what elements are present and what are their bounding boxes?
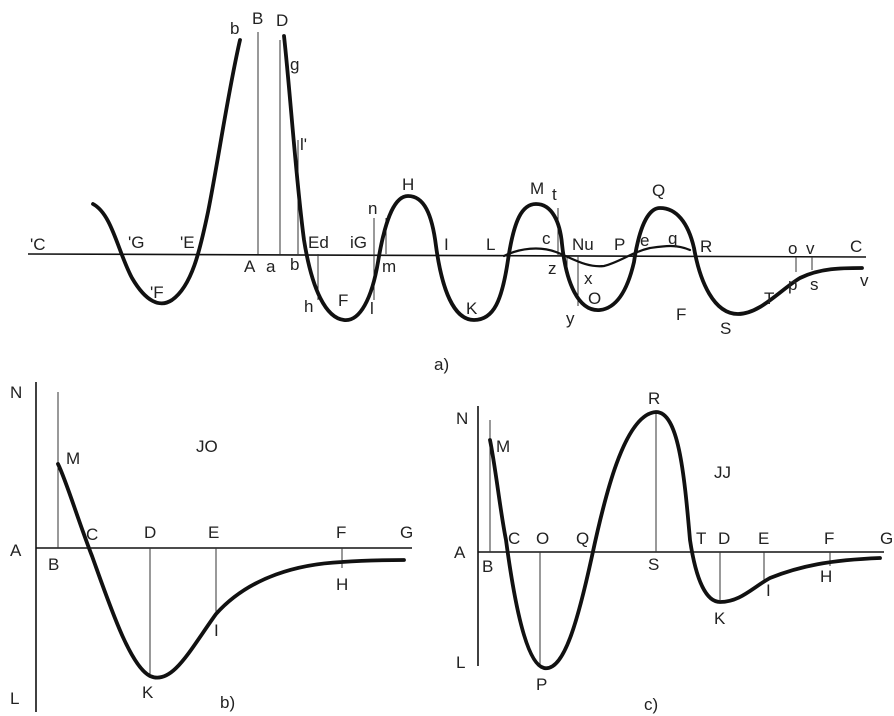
panel-c: [477, 406, 884, 670]
panel-a-label-G-left: 'G: [128, 233, 144, 252]
panel-b-curve: [56, 462, 406, 680]
panel-b-label-H: H: [336, 575, 348, 594]
panel-a-label-l: l: [370, 299, 374, 318]
panel-c-label-D: D: [718, 529, 730, 548]
panel-c-label-C: C: [508, 529, 520, 548]
panel-a-label-b-top: b: [230, 19, 239, 38]
panel-a-label-I: I: [444, 235, 449, 254]
panel-a-label-g: g: [290, 55, 299, 74]
panel-b-label-M: M: [66, 449, 80, 468]
panel-a-label-h: h: [304, 297, 313, 316]
panel-a-label-q: q: [668, 229, 677, 248]
panel-a-label-a: a: [266, 257, 276, 276]
panel-a-label-y: y: [566, 309, 575, 328]
panel-c-label-G: G: [880, 529, 893, 548]
panel-a-label-T: T: [764, 289, 774, 308]
panel-c-label-E: E: [758, 529, 769, 548]
panel-a-label-D: D: [276, 11, 288, 30]
panel-a-caption: a): [434, 355, 449, 374]
panel-a-label-x: x: [584, 269, 593, 288]
panel-b-label-L: L: [10, 689, 19, 708]
panel-b: [35, 382, 412, 712]
panel-a-label-S: S: [720, 319, 731, 338]
panel-a-label-E-left: 'E: [180, 233, 195, 252]
panel-c-label-I: I: [766, 581, 771, 600]
panel-a-axis: [27, 253, 867, 258]
panel-a-label-B: B: [252, 9, 263, 28]
panel-a-label-Q: Q: [652, 181, 665, 200]
panel-a-label-o: o: [788, 239, 797, 258]
panel-b-label-I: I: [214, 621, 219, 640]
panel-b-caption: b): [220, 693, 235, 712]
panel-a-label-C-right: C: [850, 237, 862, 256]
panel-a-label-K: K: [466, 299, 478, 318]
panel-a-label-iG: iG: [350, 233, 367, 252]
panel-c-label-S: S: [648, 555, 659, 574]
panel-a-label-p: p: [788, 275, 797, 294]
panel-a-label-l-prime: l': [300, 135, 307, 154]
panel-a-label-b-low: b: [290, 255, 299, 274]
panel-a-label-s: s: [810, 275, 819, 294]
panel-b-label-K: K: [142, 683, 154, 702]
panel-a-label-A: A: [244, 257, 256, 276]
panel-a-label-z: z: [548, 259, 557, 278]
panel-b-label-A: A: [10, 541, 22, 560]
panel-b-label-D: D: [144, 523, 156, 542]
panel-a-label-C-left: 'C: [30, 235, 46, 254]
panel-a-label-c: c: [542, 229, 551, 248]
panel-b-label-N: N: [10, 383, 22, 402]
panel-b-label-C: C: [86, 525, 98, 544]
panel-a-label-O: O: [588, 289, 601, 308]
panel-a-curve-secondary: [502, 244, 692, 268]
panel-c-label-R: R: [648, 389, 660, 408]
panel-a-label-v-right: v: [860, 271, 869, 290]
panel-a-label-F-left: 'F: [150, 283, 164, 302]
panel-b-label-B: B: [48, 555, 59, 574]
panel-a-label-H: H: [402, 175, 414, 194]
panel-a-label-Ed: Ed: [308, 233, 329, 252]
panel-c-label-T: T: [696, 529, 706, 548]
panel-a-label-Nu: Nu: [572, 235, 594, 254]
panel-a-label-t: t: [552, 185, 557, 204]
panel-a-label-m: m: [382, 257, 396, 276]
panel-a-label-F1: F: [338, 291, 348, 310]
panel-c-label-L: L: [456, 653, 465, 672]
panel-c-title: JJ: [714, 463, 731, 482]
panel-a-label-P: P: [614, 235, 625, 254]
panel-b-label-G: G: [400, 523, 413, 542]
panel-b-title: JO: [196, 437, 218, 456]
panel-c-label-F: F: [824, 529, 834, 548]
panel-a-label-v-top: v: [806, 239, 815, 258]
panel-c-label-N: N: [456, 409, 468, 428]
panel-c-caption: c): [644, 695, 658, 714]
panel-a-label-F2: F: [676, 305, 686, 324]
panel-a: [27, 32, 867, 322]
panel-a-label-L: L: [486, 235, 495, 254]
panel-c-label-Q: Q: [576, 529, 589, 548]
panel-a-curve-main: [282, 34, 864, 322]
panel-a-label-n: n: [368, 199, 377, 218]
panel-a-label-e: e: [640, 231, 649, 250]
panel-c-label-M: M: [496, 437, 510, 456]
panel-c-label-H: H: [820, 567, 832, 586]
panel-c-label-A: A: [454, 543, 466, 562]
panel-c-label-P: P: [536, 675, 547, 694]
panel-b-label-E: E: [208, 523, 219, 542]
panel-b-label-F: F: [336, 523, 346, 542]
panel-a-label-M: M: [530, 179, 544, 198]
panel-c-label-O: O: [536, 529, 549, 548]
panel-c-label-K: K: [714, 609, 726, 628]
panel-a-label-R: R: [700, 237, 712, 256]
panel-c-label-B: B: [482, 557, 493, 576]
panel-c-curve: [488, 410, 882, 670]
panel-a-curve-left-well: [91, 38, 242, 306]
